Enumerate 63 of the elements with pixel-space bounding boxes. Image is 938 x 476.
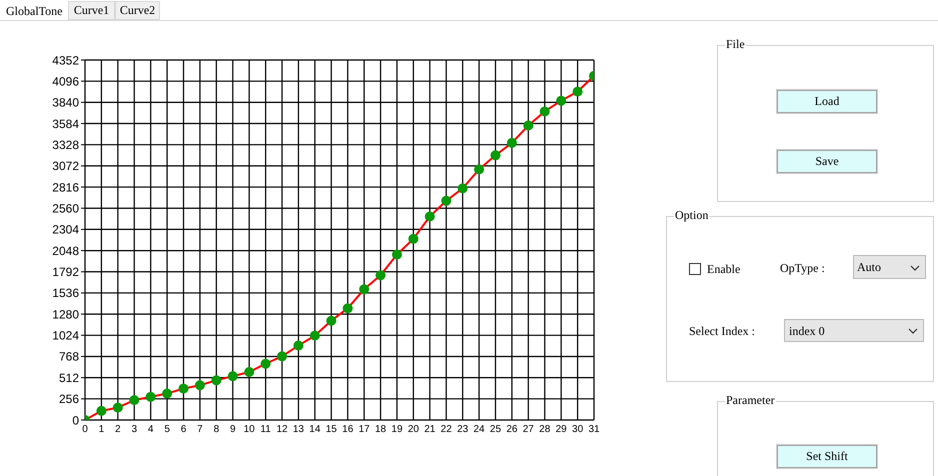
x-tick-label: 25 — [490, 424, 502, 436]
y-tick-label: 1024 — [52, 328, 80, 343]
y-tick-label: 1280 — [52, 307, 80, 322]
tab: Curve2 — [115, 1, 160, 20]
y-tick-label: 768 — [58, 350, 80, 364]
x-tick-label: 17 — [358, 424, 370, 436]
text: Parameter — [725, 393, 776, 408]
x-tick-label: 9 — [230, 424, 236, 436]
x-tick-label: 4 — [148, 424, 154, 436]
y-tick-label: 512 — [58, 370, 80, 385]
x-tick-label: 13 — [292, 424, 304, 436]
x-tick-label: 19 — [391, 424, 403, 436]
x-tick-label: 27 — [522, 424, 534, 436]
x-tick-label: 8 — [214, 424, 220, 436]
x-tick-label: 31 — [588, 424, 600, 436]
button: Save — [777, 150, 877, 173]
dropdown-field: Auto — [853, 255, 926, 279]
x-tick-label: 22 — [440, 424, 452, 436]
y-tick-label: 4352 — [52, 53, 80, 68]
x-tick-label: 16 — [342, 424, 354, 436]
x-tick-label: 28 — [539, 424, 551, 436]
y-tick-label: 4096 — [52, 74, 80, 88]
x-tick-label: 15 — [326, 424, 338, 436]
x-tick-label: 3 — [131, 424, 138, 436]
button: Load — [777, 90, 877, 113]
y-tick-label: 3328 — [52, 138, 80, 152]
y-tick-label: 3584 — [52, 116, 80, 131]
text: Option — [674, 208, 710, 223]
x-tick-label: 1 — [98, 424, 105, 436]
text: Enable — [707, 262, 740, 277]
y-tick-label: 2048 — [52, 244, 80, 258]
y-tick-label: 1536 — [52, 286, 80, 300]
x-tick-label: 10 — [244, 424, 256, 436]
x-tick-label: 14 — [309, 424, 321, 436]
text: OpType : — [780, 261, 825, 276]
dropdown-field: index 0 — [784, 319, 924, 342]
x-tick-label: 30 — [572, 424, 584, 436]
text: File — [725, 37, 746, 52]
x-tick-label: 6 — [180, 424, 187, 436]
x-tick-label: 2 — [115, 424, 122, 436]
text: GlobalTone — [6, 4, 62, 19]
x-tick-label: 29 — [556, 424, 568, 436]
y-tick-label: 2816 — [52, 180, 80, 194]
y-tick-label: 3840 — [52, 96, 80, 110]
text: Select Index : — [689, 324, 755, 339]
x-tick-label: 20 — [408, 424, 420, 436]
x-tick-label: 12 — [276, 424, 288, 436]
y-tick-label: 1792 — [52, 265, 80, 280]
x-tick-label: 0 — [82, 424, 88, 436]
y-tick-label: 2560 — [52, 201, 80, 216]
x-tick-label: 7 — [197, 424, 204, 436]
tab: Curve1 — [68, 1, 115, 20]
y-tick-label: 256 — [58, 392, 80, 406]
x-tick-label: 11 — [260, 424, 272, 436]
y-tick-label: 3072 — [52, 159, 80, 174]
x-tick-label: 26 — [506, 424, 518, 436]
x-tick-label: 23 — [457, 424, 469, 436]
x-tick-label: 24 — [474, 424, 486, 436]
x-tick-label: 5 — [164, 424, 170, 436]
x-tick-label: 18 — [374, 424, 387, 436]
x-tick-label: 21 — [424, 424, 436, 436]
y-tick-label: 2304 — [52, 222, 80, 237]
button: Set Shift — [777, 445, 877, 468]
